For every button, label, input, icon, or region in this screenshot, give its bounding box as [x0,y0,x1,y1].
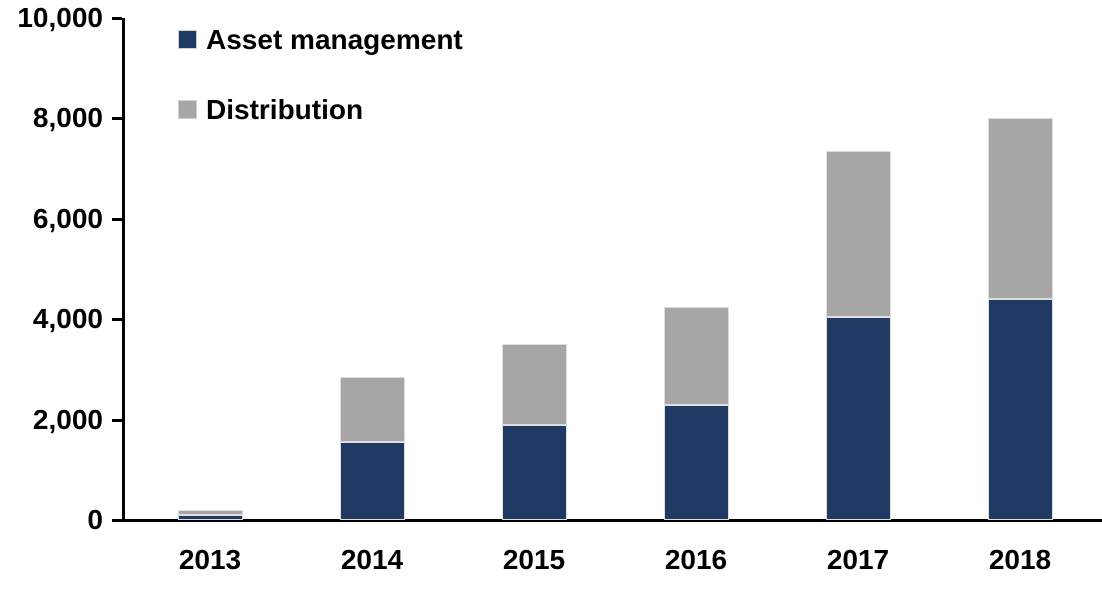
y-axis-tick-2000 [112,418,122,422]
bar-segment-asset-management-2016 [663,404,729,520]
y-axis-tick-0 [112,519,122,522]
legend-swatch-asset-management [178,30,197,49]
y-axis-tick-4000 [112,318,122,322]
x-axis-label-2013: 2013 [178,544,242,575]
x-axis-label-2015: 2015 [502,544,566,575]
bar-2015 [501,344,567,520]
bar-2016 [663,306,729,520]
y-axis-label-8000: 8,000 [32,102,103,134]
y-axis-label-2000: 2,000 [32,403,103,435]
bar-segment-asset-management-2014 [339,442,405,520]
x-axis-line [122,519,1102,522]
bar-segment-distribution-2018 [987,118,1053,300]
bar-segment-distribution-2016 [663,306,729,405]
bar-2018 [987,118,1053,520]
bar-segment-asset-management-2018 [987,299,1053,520]
bar-2014 [339,376,405,520]
y-axis-label-6000: 6,000 [32,202,103,234]
bar-segment-asset-management-2015 [501,424,567,520]
legend-item-asset-management: Asset management [178,24,463,55]
y-axis-label-10000: 10,000 [17,2,103,33]
y-axis-tick-6000 [112,217,122,221]
y-axis-tick-10000 [112,17,122,20]
y-axis-tick-8000 [112,117,122,121]
bar-segment-distribution-2014 [339,376,405,443]
bar-segment-asset-management-2013 [177,514,243,520]
legend-swatch-distribution [178,100,197,119]
bar-2017 [825,151,891,520]
legend-label-asset-management: Asset management [206,23,463,55]
bar-segment-distribution-2015 [501,344,567,425]
bar-segment-distribution-2017 [825,151,891,317]
x-axis-label-2014: 2014 [340,544,404,575]
chart-legend: Asset management Distribution [178,24,463,167]
bar-segment-distribution-2013 [177,509,243,515]
x-axis-label-2017: 2017 [826,544,890,575]
legend-item-distribution: Distribution [178,94,463,125]
bar-2013 [177,509,243,520]
y-axis-line [122,18,125,521]
y-axis-label-4000: 4,000 [32,303,103,335]
legend-label-distribution: Distribution [206,93,364,125]
x-axis-label-2018: 2018 [988,544,1052,575]
bar-segment-asset-management-2017 [825,316,891,520]
y-axis-label-0: 0 [87,504,103,535]
x-axis-label-2016: 2016 [664,544,728,575]
